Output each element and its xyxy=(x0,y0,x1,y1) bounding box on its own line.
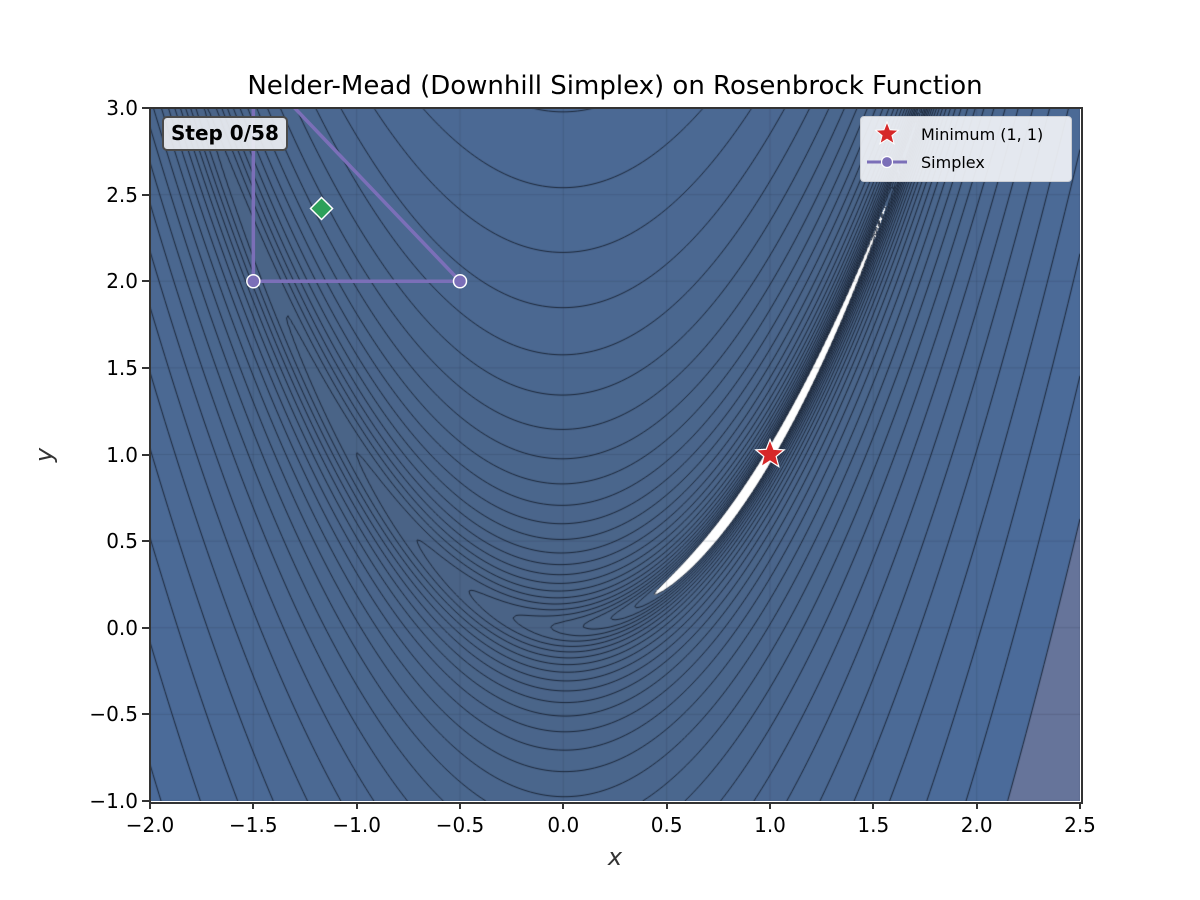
chart-title: Nelder-Mead (Downhill Simplex) on Rosenb… xyxy=(247,71,983,101)
x-tick-mark xyxy=(665,802,668,809)
y-tick-label: 1.0 xyxy=(106,442,138,467)
y-tick-mark xyxy=(142,193,149,196)
y-tick-label: 1.5 xyxy=(106,355,138,380)
simplex-polygon xyxy=(251,108,462,283)
x-tick-label: 0.0 xyxy=(547,813,580,837)
x-tick-mark xyxy=(562,802,565,809)
y-tick-mark xyxy=(142,626,149,629)
legend-item-simplex: Simplex xyxy=(861,149,985,175)
x-tick-label: −2.0 xyxy=(125,813,175,837)
x-tick-mark xyxy=(1079,802,1081,809)
plot-area xyxy=(150,108,1080,801)
x-tick-mark xyxy=(355,802,358,809)
x-tick-label: 1.0 xyxy=(754,813,786,837)
x-tick-label: 2.5 xyxy=(1064,813,1096,837)
x-tick-mark xyxy=(149,802,151,809)
legend-item-minimum: Minimum (1, 1) xyxy=(861,120,1044,147)
simplex-vertex-1 xyxy=(452,274,468,289)
y-axis-label: y xyxy=(30,447,58,463)
x-tick-label: 0.5 xyxy=(650,813,683,837)
plot-overlay xyxy=(246,108,786,468)
y-tick-mark xyxy=(142,453,149,456)
simplex-line-marker-icon xyxy=(861,149,913,175)
y-tick-label: 2.0 xyxy=(106,269,138,294)
y-tick-label: 0.5 xyxy=(106,529,138,554)
simplex-vertex-0 xyxy=(246,274,261,289)
x-tick-mark xyxy=(769,802,771,809)
y-tick-label: −0.5 xyxy=(89,702,138,727)
x-tick-label: −1.5 xyxy=(229,813,278,837)
y-tick-label: 2.5 xyxy=(106,182,138,207)
centroid-diamond-marker xyxy=(309,196,334,221)
y-tick-label: 0.0 xyxy=(106,615,138,640)
x-tick-label: −0.5 xyxy=(435,813,485,837)
x-tick-mark xyxy=(252,802,255,809)
y-tick-label: 3.0 xyxy=(106,96,138,120)
x-tick-label: 1.5 xyxy=(857,813,890,837)
x-tick-mark xyxy=(975,802,978,809)
x-tick-label: −1.0 xyxy=(332,813,381,837)
contour-field xyxy=(150,108,1080,801)
x-axis-label: x xyxy=(607,843,623,871)
y-tick-mark xyxy=(142,280,149,283)
step-counter-badge: Step 0/58 xyxy=(162,116,288,151)
legend: Minimum (1, 1) Simplex xyxy=(860,116,1072,182)
y-tick-label: −1.0 xyxy=(89,789,138,813)
y-tick-mark xyxy=(142,713,149,716)
legend-label-simplex: Simplex xyxy=(921,152,985,172)
minimum-star-marker xyxy=(754,437,786,468)
y-tick-mark xyxy=(142,366,149,369)
x-tick-label: 2.0 xyxy=(960,813,993,837)
x-tick-mark xyxy=(872,802,875,809)
x-tick-mark xyxy=(459,802,461,809)
y-tick-mark xyxy=(142,107,149,109)
legend-label-minimum: Minimum (1, 1) xyxy=(921,124,1044,144)
y-tick-mark xyxy=(142,800,149,802)
y-tick-mark xyxy=(142,540,149,543)
red-star-icon xyxy=(861,120,913,147)
